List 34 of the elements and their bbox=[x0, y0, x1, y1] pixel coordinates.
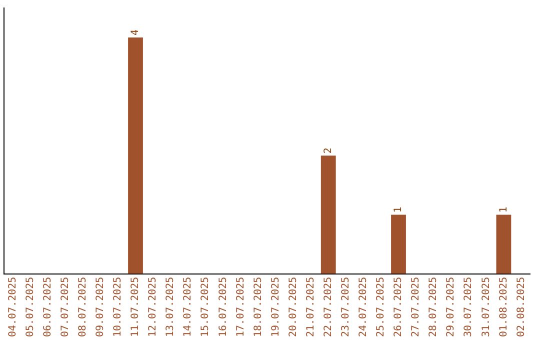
x-tick-label: 10.07.2025 bbox=[112, 276, 124, 338]
x-tick-label: 27.07.2025 bbox=[410, 276, 422, 338]
x-tick-label: 06.07.2025 bbox=[42, 276, 54, 338]
x-tick-label: 23.07.2025 bbox=[340, 276, 352, 338]
data-label: 1 bbox=[393, 206, 404, 213]
x-tick-label: 11.07.2025 bbox=[130, 276, 142, 338]
x-tick-label: 22.07.2025 bbox=[322, 276, 334, 338]
x-tick-label: 17.07.2025 bbox=[235, 276, 246, 338]
x-tick-label: 12.07.2025 bbox=[148, 276, 159, 338]
x-tick-label: 09.07.2025 bbox=[95, 276, 106, 338]
x-tick-label: 31.07.2025 bbox=[480, 276, 492, 338]
x-tick-label: 15.07.2025 bbox=[200, 276, 212, 338]
x-tick-label: 08.07.2025 bbox=[77, 276, 88, 338]
x-tick-label: 05.07.2025 bbox=[24, 276, 36, 338]
data-label: 4 bbox=[130, 30, 142, 36]
x-tick-label: 13.07.2025 bbox=[165, 276, 176, 338]
x-tick-label: 24.07.2025 bbox=[358, 276, 370, 338]
x-tick-label: 20.07.2025 bbox=[288, 276, 299, 338]
x-tick-label: 30.07.2025 bbox=[463, 276, 474, 338]
x-tick-label: 16.07.2025 bbox=[218, 276, 229, 338]
x-tick-label: 21.07.2025 bbox=[305, 276, 316, 338]
x-tick-label: 26.07.2025 bbox=[393, 276, 404, 338]
x-tick-label: 07.07.2025 bbox=[60, 276, 71, 338]
x-tick-label: 04.07.2025 bbox=[7, 276, 18, 338]
data-label: 2 bbox=[322, 148, 334, 154]
x-tick-label: 01.08.2025 bbox=[498, 276, 510, 338]
x-tick-label: 18.07.2025 bbox=[252, 276, 264, 338]
x-tick-label: 14.07.2025 bbox=[182, 276, 194, 338]
x-tick-label: 25.07.2025 bbox=[376, 276, 387, 338]
x-tick-label: 19.07.2025 bbox=[270, 276, 282, 338]
x-tick-label: 02.08.2025 bbox=[516, 276, 527, 338]
x-tick-label: 28.07.2025 bbox=[428, 276, 440, 338]
data-label: 1 bbox=[498, 206, 510, 213]
x-tick-label: 29.07.2025 bbox=[446, 276, 457, 338]
